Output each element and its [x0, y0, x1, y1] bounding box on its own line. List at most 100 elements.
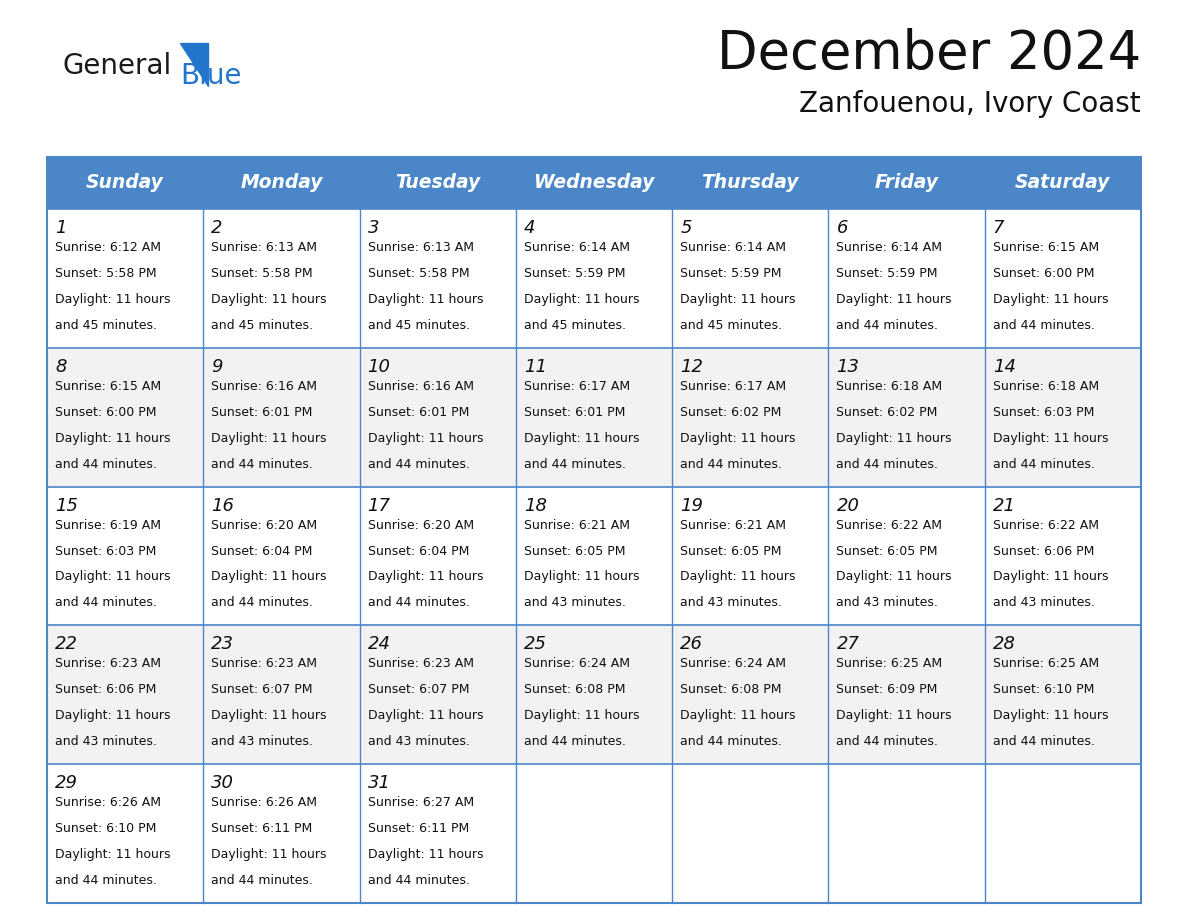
Text: Sunset: 6:00 PM: Sunset: 6:00 PM	[993, 267, 1094, 280]
Text: Sunrise: 6:17 AM: Sunrise: 6:17 AM	[524, 380, 630, 393]
Text: Daylight: 11 hours: Daylight: 11 hours	[367, 848, 484, 861]
Text: and 44 minutes.: and 44 minutes.	[367, 597, 469, 610]
Text: Daylight: 11 hours: Daylight: 11 hours	[55, 710, 171, 722]
Text: 25: 25	[524, 635, 546, 654]
Text: and 43 minutes.: and 43 minutes.	[993, 597, 1094, 610]
Text: Sunrise: 6:18 AM: Sunrise: 6:18 AM	[836, 380, 942, 393]
Text: Daylight: 11 hours: Daylight: 11 hours	[211, 431, 327, 444]
Text: Daylight: 11 hours: Daylight: 11 hours	[367, 710, 484, 722]
Text: Sunset: 6:01 PM: Sunset: 6:01 PM	[367, 406, 469, 419]
Text: Sunset: 6:01 PM: Sunset: 6:01 PM	[524, 406, 625, 419]
Text: Daylight: 11 hours: Daylight: 11 hours	[211, 293, 327, 306]
Text: 13: 13	[836, 358, 859, 375]
Text: Sunset: 6:07 PM: Sunset: 6:07 PM	[211, 683, 312, 697]
Text: and 44 minutes.: and 44 minutes.	[681, 457, 782, 471]
Text: 28: 28	[993, 635, 1016, 654]
Text: and 44 minutes.: and 44 minutes.	[836, 457, 939, 471]
Text: 19: 19	[681, 497, 703, 515]
Text: Daylight: 11 hours: Daylight: 11 hours	[524, 710, 639, 722]
Text: Daylight: 11 hours: Daylight: 11 hours	[836, 293, 952, 306]
Text: Daylight: 11 hours: Daylight: 11 hours	[211, 848, 327, 861]
Text: Sunset: 6:02 PM: Sunset: 6:02 PM	[681, 406, 782, 419]
Text: Daylight: 11 hours: Daylight: 11 hours	[367, 293, 484, 306]
Text: Sunset: 6:08 PM: Sunset: 6:08 PM	[524, 683, 625, 697]
Text: Sunset: 6:10 PM: Sunset: 6:10 PM	[993, 683, 1094, 697]
Text: 26: 26	[681, 635, 703, 654]
Text: Daylight: 11 hours: Daylight: 11 hours	[524, 293, 639, 306]
Text: Sunset: 6:06 PM: Sunset: 6:06 PM	[55, 683, 157, 697]
Text: Daylight: 11 hours: Daylight: 11 hours	[993, 431, 1108, 444]
Text: Sunrise: 6:23 AM: Sunrise: 6:23 AM	[367, 657, 474, 670]
Text: Blue: Blue	[181, 62, 241, 90]
Text: Daylight: 11 hours: Daylight: 11 hours	[55, 293, 171, 306]
Text: Sunrise: 6:19 AM: Sunrise: 6:19 AM	[55, 519, 162, 532]
Text: and 43 minutes.: and 43 minutes.	[836, 597, 939, 610]
Text: 8: 8	[55, 358, 67, 375]
Text: Daylight: 11 hours: Daylight: 11 hours	[524, 431, 639, 444]
Text: Sunrise: 6:13 AM: Sunrise: 6:13 AM	[211, 241, 317, 254]
Text: Sunrise: 6:23 AM: Sunrise: 6:23 AM	[211, 657, 317, 670]
Text: and 44 minutes.: and 44 minutes.	[524, 457, 626, 471]
Text: Daylight: 11 hours: Daylight: 11 hours	[993, 293, 1108, 306]
Text: 15: 15	[55, 497, 78, 515]
Text: Daylight: 11 hours: Daylight: 11 hours	[681, 710, 796, 722]
Text: 27: 27	[836, 635, 859, 654]
Text: and 44 minutes.: and 44 minutes.	[367, 457, 469, 471]
Text: Sunrise: 6:14 AM: Sunrise: 6:14 AM	[681, 241, 786, 254]
Text: Sunset: 6:03 PM: Sunset: 6:03 PM	[55, 544, 157, 557]
Text: Sunset: 6:11 PM: Sunset: 6:11 PM	[367, 823, 469, 835]
Text: Daylight: 11 hours: Daylight: 11 hours	[211, 710, 327, 722]
Text: Sunrise: 6:20 AM: Sunrise: 6:20 AM	[211, 519, 317, 532]
Text: Sunrise: 6:15 AM: Sunrise: 6:15 AM	[55, 380, 162, 393]
Text: Sunset: 5:59 PM: Sunset: 5:59 PM	[836, 267, 939, 280]
Text: Sunrise: 6:21 AM: Sunrise: 6:21 AM	[681, 519, 786, 532]
Text: and 43 minutes.: and 43 minutes.	[681, 597, 782, 610]
Text: 1: 1	[55, 219, 67, 237]
Text: 29: 29	[55, 774, 78, 792]
Text: Sunday: Sunday	[87, 174, 164, 193]
Text: and 45 minutes.: and 45 minutes.	[211, 319, 314, 331]
Text: 17: 17	[367, 497, 391, 515]
Bar	[48, 348, 1140, 487]
Text: and 45 minutes.: and 45 minutes.	[55, 319, 157, 331]
Text: and 44 minutes.: and 44 minutes.	[993, 457, 1094, 471]
Text: Daylight: 11 hours: Daylight: 11 hours	[55, 431, 171, 444]
Text: Daylight: 11 hours: Daylight: 11 hours	[367, 570, 484, 584]
Text: Sunset: 6:02 PM: Sunset: 6:02 PM	[836, 406, 937, 419]
Text: Sunrise: 6:24 AM: Sunrise: 6:24 AM	[524, 657, 630, 670]
Text: Sunrise: 6:26 AM: Sunrise: 6:26 AM	[55, 796, 162, 809]
Text: and 45 minutes.: and 45 minutes.	[681, 319, 782, 331]
Text: Sunrise: 6:16 AM: Sunrise: 6:16 AM	[211, 380, 317, 393]
Text: 18: 18	[524, 497, 546, 515]
Text: Daylight: 11 hours: Daylight: 11 hours	[55, 570, 171, 584]
Text: Sunset: 6:09 PM: Sunset: 6:09 PM	[836, 683, 937, 697]
Text: Sunset: 5:59 PM: Sunset: 5:59 PM	[681, 267, 782, 280]
Text: 30: 30	[211, 774, 234, 792]
Text: Sunrise: 6:15 AM: Sunrise: 6:15 AM	[993, 241, 1099, 254]
Text: Sunrise: 6:16 AM: Sunrise: 6:16 AM	[367, 380, 474, 393]
Text: Daylight: 11 hours: Daylight: 11 hours	[524, 570, 639, 584]
Text: Daylight: 11 hours: Daylight: 11 hours	[836, 570, 952, 584]
Bar	[48, 625, 1140, 764]
Text: Sunrise: 6:17 AM: Sunrise: 6:17 AM	[681, 380, 786, 393]
Text: and 44 minutes.: and 44 minutes.	[367, 874, 469, 887]
Text: 11: 11	[524, 358, 546, 375]
Text: December 2024: December 2024	[716, 28, 1140, 80]
Bar	[48, 157, 1140, 903]
Text: Daylight: 11 hours: Daylight: 11 hours	[211, 570, 327, 584]
Text: Sunrise: 6:14 AM: Sunrise: 6:14 AM	[836, 241, 942, 254]
Text: Sunrise: 6:24 AM: Sunrise: 6:24 AM	[681, 657, 786, 670]
Text: Sunrise: 6:26 AM: Sunrise: 6:26 AM	[211, 796, 317, 809]
Text: and 44 minutes.: and 44 minutes.	[836, 319, 939, 331]
Text: Sunrise: 6:22 AM: Sunrise: 6:22 AM	[836, 519, 942, 532]
Text: Sunrise: 6:25 AM: Sunrise: 6:25 AM	[836, 657, 942, 670]
Text: Daylight: 11 hours: Daylight: 11 hours	[367, 431, 484, 444]
Text: and 44 minutes.: and 44 minutes.	[836, 735, 939, 748]
Text: 24: 24	[367, 635, 391, 654]
Text: Daylight: 11 hours: Daylight: 11 hours	[993, 710, 1108, 722]
Text: Sunset: 6:00 PM: Sunset: 6:00 PM	[55, 406, 157, 419]
Text: Daylight: 11 hours: Daylight: 11 hours	[836, 710, 952, 722]
Text: 9: 9	[211, 358, 223, 375]
Text: Sunrise: 6:27 AM: Sunrise: 6:27 AM	[367, 796, 474, 809]
Text: and 43 minutes.: and 43 minutes.	[55, 735, 157, 748]
